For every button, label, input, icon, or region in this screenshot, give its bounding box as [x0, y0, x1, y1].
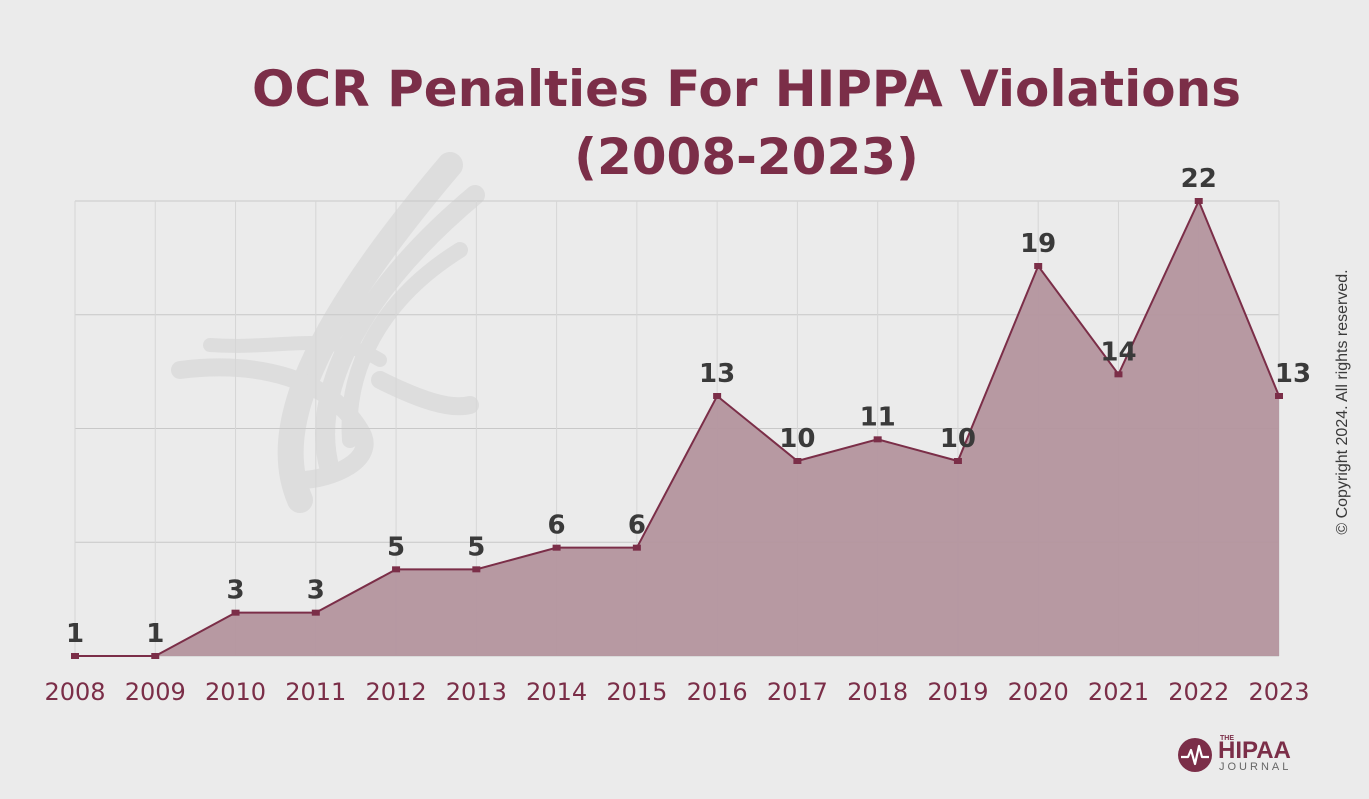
data-point [713, 393, 722, 399]
data-point [231, 609, 240, 616]
value-label: 10 [940, 424, 976, 454]
value-label: 5 [387, 532, 405, 562]
value-label: 14 [1100, 337, 1136, 367]
x-tick-label: 2010 [205, 678, 266, 706]
heartbeat-icon [1178, 738, 1212, 772]
x-tick-label: 2009 [125, 678, 186, 706]
data-point [71, 653, 79, 659]
value-label: 13 [699, 359, 735, 389]
logo-sub-text: JOURNAL [1219, 761, 1292, 773]
value-label: 10 [779, 424, 815, 454]
data-point [311, 609, 320, 616]
area-fill [75, 201, 1279, 656]
value-label: 22 [1181, 164, 1217, 194]
value-label: 1 [66, 619, 84, 649]
x-tick-label: 2013 [446, 678, 507, 706]
logo-the-text: THE [1220, 735, 1234, 742]
series-line [75, 198, 1280, 657]
data-point [953, 458, 962, 464]
x-axis-labels: 2008 2009 2010 2011 2012 2013 2014 2015 2016 2017… [44, 678, 1309, 706]
value-label: 19 [1020, 229, 1056, 259]
x-tick-label: 2021 [1088, 678, 1149, 706]
value-label: 3 [307, 576, 325, 606]
value-label: 6 [628, 511, 646, 541]
data-point [632, 544, 641, 551]
value-label: 1 [146, 619, 164, 649]
x-tick-label: 2012 [366, 678, 427, 706]
x-tick-label: 2019 [927, 678, 988, 706]
data-point [1114, 371, 1123, 378]
x-tick-label: 2014 [526, 678, 587, 706]
x-tick-label: 2023 [1248, 678, 1309, 706]
x-tick-label: 2018 [847, 678, 908, 706]
chart-title-line-1: OCR Penalties For HIPPA Violations [252, 60, 1241, 118]
area-series [75, 198, 1280, 657]
hhs-eagle-icon [171, 152, 485, 513]
data-point [151, 653, 160, 659]
data-point [793, 458, 802, 464]
hipaa-journal-logo: THE HIPAA JOURNAL [1178, 735, 1308, 775]
value-label: 3 [226, 576, 244, 606]
data-point [873, 436, 882, 443]
chart-title-line-2: (2008-2023) [574, 128, 919, 186]
x-tick-label: 2017 [767, 678, 828, 706]
data-point [472, 566, 481, 573]
data-point [1034, 263, 1043, 269]
x-tick-label: 2008 [44, 678, 105, 706]
x-tick-label: 2011 [285, 678, 346, 706]
data-point [392, 566, 401, 573]
value-label: 11 [860, 402, 896, 432]
x-tick-label: 2016 [687, 678, 748, 706]
x-tick-label: 2022 [1168, 678, 1229, 706]
data-point [1194, 198, 1203, 204]
x-tick-label: 2020 [1008, 678, 1069, 706]
data-point [552, 544, 561, 551]
value-label: 13 [1275, 359, 1311, 389]
x-tick-label: 2015 [606, 678, 667, 706]
logo-name-text: HIPAA [1218, 737, 1291, 764]
data-points [71, 198, 1283, 659]
data-point [1275, 393, 1283, 399]
value-label: 5 [467, 532, 485, 562]
value-label: 6 [548, 511, 566, 541]
copyright-notice: © Copyright 2024. All rights reserved. [1334, 269, 1351, 535]
